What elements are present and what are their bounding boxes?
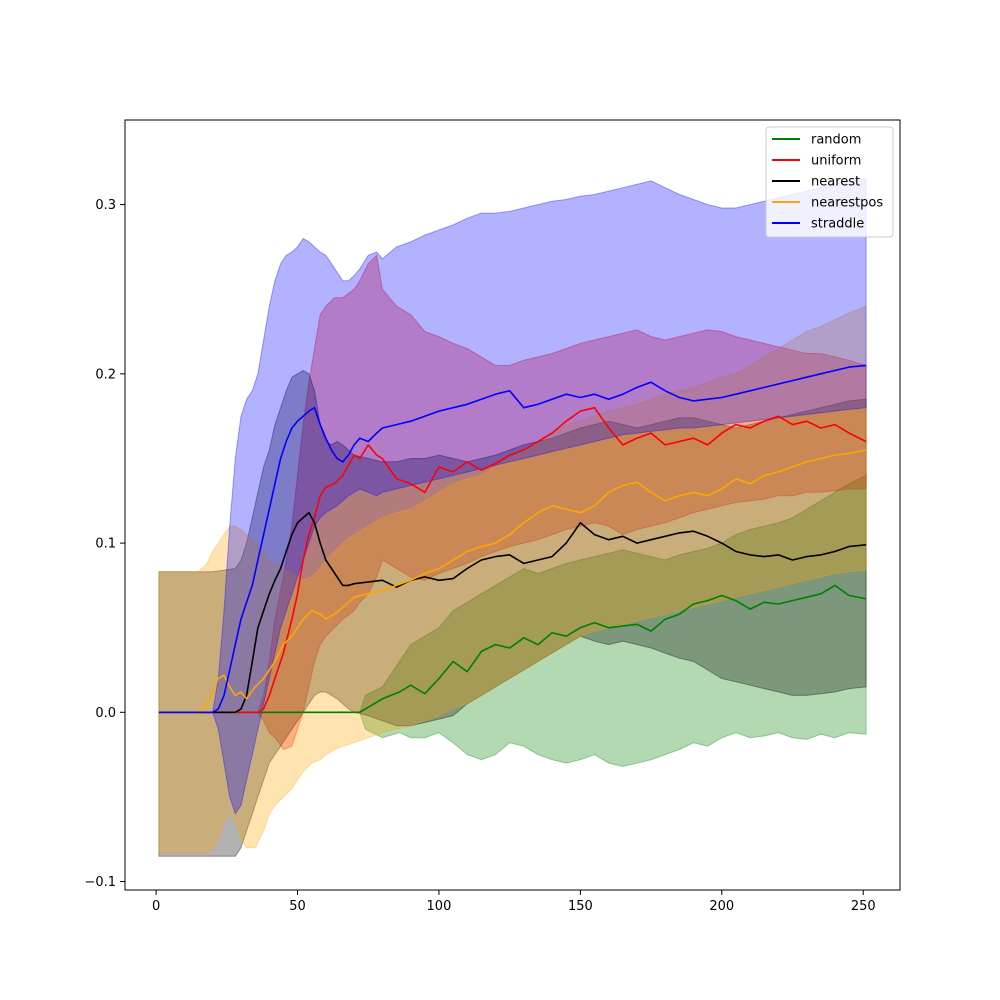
legend-box [765, 126, 894, 238]
line-uniform [158, 406, 867, 714]
x-tick-label: 100 [427, 899, 452, 914]
y-tick-label: 0.1 [95, 537, 116, 552]
plot-frame [124, 119, 901, 891]
x-tick-label: 50 [289, 899, 306, 914]
x-tick-label: 150 [568, 899, 593, 914]
y-tick-label: 0.2 [95, 367, 116, 382]
legend-label-random: random [811, 133, 861, 148]
x-tick-label: 200 [709, 899, 734, 914]
line-random [158, 584, 867, 714]
y-tick-label: 0.3 [95, 198, 116, 213]
y-tick-label: 0.0 [95, 706, 116, 721]
series-lines [158, 364, 867, 714]
legend-label-nearest: nearest [811, 175, 860, 190]
band-nearest [158, 369, 867, 857]
legend-label-straddle: straddle [811, 217, 864, 232]
line-straddle [158, 364, 867, 714]
x-tick-label: 0 [152, 899, 160, 914]
legend-label-nearestpos: nearestpos [811, 196, 883, 211]
x-axis: 0 50 100 150 200 250 [152, 890, 876, 914]
legend-label-uniform: uniform [811, 154, 861, 169]
x-tick-label: 250 [851, 899, 876, 914]
band-uniform [158, 254, 867, 751]
line-nearestpos [158, 449, 867, 714]
legend: random uniform nearest nearestpos straddle [765, 126, 894, 238]
band-straddle [158, 178, 867, 815]
confidence-bands [158, 178, 867, 857]
line-nearest [158, 511, 867, 714]
y-axis: −0.1 0.0 0.1 0.2 0.3 [84, 198, 125, 890]
band-random [158, 474, 867, 768]
y-tick-label: −0.1 [84, 875, 116, 890]
